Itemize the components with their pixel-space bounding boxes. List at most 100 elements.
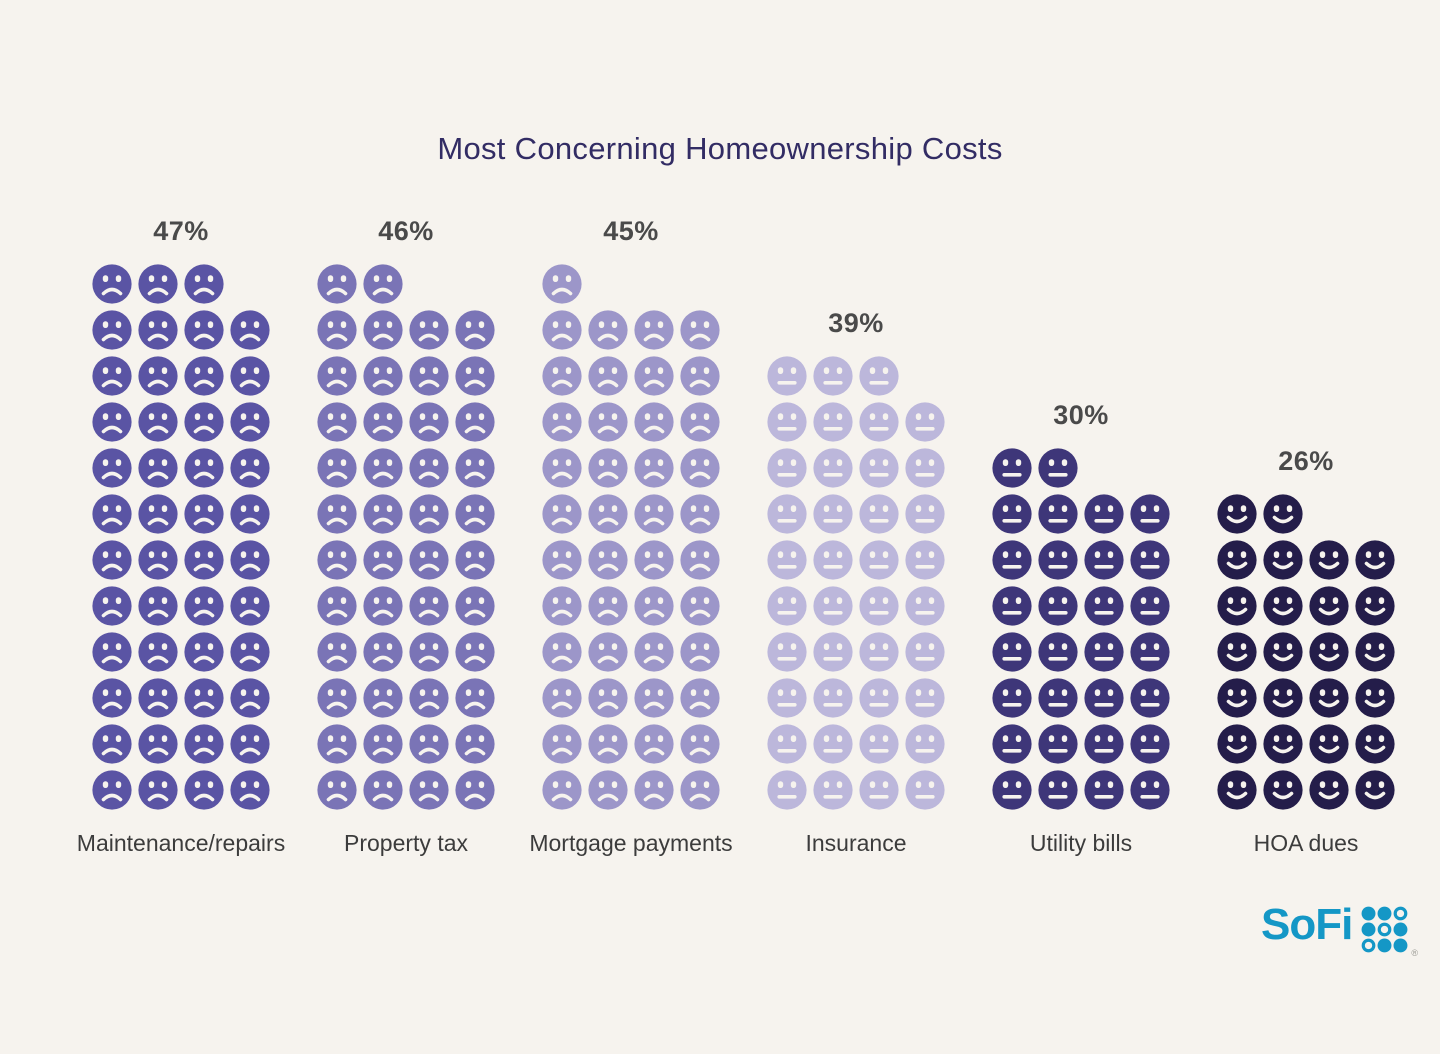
neutral-face-icon bbox=[1084, 678, 1124, 718]
frown-face-icon bbox=[680, 494, 720, 534]
face-row bbox=[92, 264, 270, 304]
neutral-face-icon bbox=[767, 540, 807, 580]
face-row bbox=[542, 402, 720, 442]
neutral-face-icon bbox=[992, 448, 1032, 488]
smile-face-icon bbox=[1217, 494, 1257, 534]
frown-face-icon bbox=[680, 448, 720, 488]
frown-face-icon bbox=[230, 448, 270, 488]
percent-label: 47% bbox=[153, 216, 209, 246]
face-row bbox=[317, 310, 495, 350]
face-row bbox=[317, 402, 495, 442]
face-row bbox=[767, 448, 945, 488]
frown-face-icon bbox=[138, 264, 178, 304]
frown-face-icon bbox=[363, 264, 403, 304]
neutral-face-icon bbox=[859, 586, 899, 626]
neutral-face-icon bbox=[1130, 724, 1170, 764]
frown-face-icon bbox=[455, 678, 495, 718]
frown-face-icon bbox=[184, 494, 224, 534]
column-hoa-dues: 26% HOA dues bbox=[1217, 446, 1395, 856]
face-row bbox=[542, 494, 720, 534]
frown-face-icon bbox=[542, 540, 582, 580]
neutral-face-icon bbox=[905, 632, 945, 672]
face-row bbox=[1217, 540, 1395, 580]
face-row bbox=[992, 770, 1170, 810]
frown-face-icon bbox=[184, 678, 224, 718]
frown-face-icon bbox=[92, 310, 132, 350]
frown-face-icon bbox=[588, 540, 628, 580]
smile-face-icon bbox=[1217, 678, 1257, 718]
frown-face-icon bbox=[634, 586, 674, 626]
frown-face-icon bbox=[455, 494, 495, 534]
frown-face-icon bbox=[542, 356, 582, 396]
frown-face-icon bbox=[317, 632, 357, 672]
frown-face-icon bbox=[588, 770, 628, 810]
face-row bbox=[92, 540, 270, 580]
frown-face-icon bbox=[542, 402, 582, 442]
frown-face-icon bbox=[588, 402, 628, 442]
category-label: Utility bills bbox=[1029, 830, 1133, 856]
frown-face-icon bbox=[92, 724, 132, 764]
sofi-logo-text: SoFi bbox=[1261, 900, 1353, 949]
frown-face-icon bbox=[363, 770, 403, 810]
face-row bbox=[992, 724, 1170, 764]
page-title: Most Concerning Homeownership Costs bbox=[437, 131, 1003, 166]
frown-face-icon bbox=[138, 770, 178, 810]
frown-face-icon bbox=[92, 678, 132, 718]
frown-face-icon bbox=[92, 448, 132, 488]
frown-face-icon bbox=[92, 540, 132, 580]
face-row bbox=[317, 540, 495, 580]
frown-face-icon bbox=[588, 678, 628, 718]
frown-face-icon bbox=[184, 724, 224, 764]
frown-face-icon bbox=[184, 632, 224, 672]
sofi-logo: SoFi ® bbox=[1261, 900, 1418, 959]
smile-face-icon bbox=[1217, 586, 1257, 626]
neutral-face-icon bbox=[813, 586, 853, 626]
neutral-face-icon bbox=[1130, 632, 1170, 672]
category-label: Mortgage payments bbox=[529, 830, 733, 856]
face-row bbox=[92, 494, 270, 534]
frown-face-icon bbox=[184, 586, 224, 626]
frown-face-icon bbox=[542, 494, 582, 534]
frown-face-icon bbox=[634, 356, 674, 396]
frown-face-icon bbox=[92, 494, 132, 534]
neutral-face-icon bbox=[813, 402, 853, 442]
frown-face-icon bbox=[409, 356, 449, 396]
frown-face-icon bbox=[542, 586, 582, 626]
face-row bbox=[92, 356, 270, 396]
face-row bbox=[542, 310, 720, 350]
face-row bbox=[1217, 586, 1395, 626]
frown-face-icon bbox=[138, 402, 178, 442]
frown-face-icon bbox=[184, 540, 224, 580]
neutral-face-icon bbox=[1130, 540, 1170, 580]
frown-face-icon bbox=[680, 356, 720, 396]
frown-face-icon bbox=[230, 632, 270, 672]
face-row bbox=[317, 632, 495, 672]
face-grid bbox=[317, 264, 495, 810]
face-row bbox=[1217, 724, 1395, 764]
face-row bbox=[992, 448, 1170, 488]
frown-face-icon bbox=[542, 448, 582, 488]
neutral-face-icon bbox=[1084, 770, 1124, 810]
face-row bbox=[992, 678, 1170, 718]
category-label: HOA dues bbox=[1253, 830, 1359, 856]
face-row bbox=[92, 678, 270, 718]
neutral-face-icon bbox=[905, 770, 945, 810]
neutral-face-icon bbox=[859, 356, 899, 396]
frown-face-icon bbox=[230, 540, 270, 580]
frown-face-icon bbox=[230, 356, 270, 396]
face-row bbox=[317, 678, 495, 718]
frown-face-icon bbox=[542, 310, 582, 350]
smile-face-icon bbox=[1309, 724, 1349, 764]
frown-face-icon bbox=[92, 264, 132, 304]
smile-face-icon bbox=[1263, 678, 1303, 718]
frown-face-icon bbox=[363, 724, 403, 764]
face-row bbox=[767, 632, 945, 672]
neutral-face-icon bbox=[1084, 540, 1124, 580]
frown-face-icon bbox=[184, 264, 224, 304]
neutral-face-icon bbox=[1038, 632, 1078, 672]
face-row bbox=[317, 494, 495, 534]
neutral-face-icon bbox=[1038, 494, 1078, 534]
neutral-face-icon bbox=[1038, 678, 1078, 718]
smile-face-icon bbox=[1263, 632, 1303, 672]
